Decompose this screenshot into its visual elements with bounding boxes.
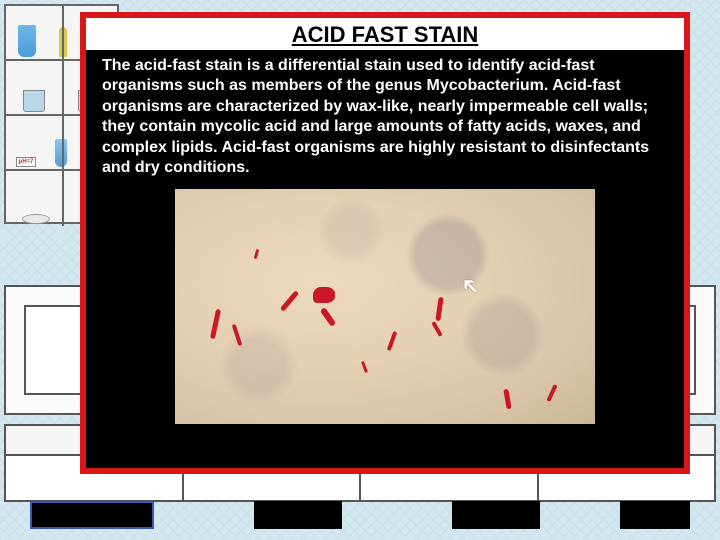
beaker-icon — [23, 90, 45, 112]
ph-label: pH=7 — [16, 157, 37, 167]
nav-button-4[interactable] — [620, 501, 690, 529]
bacillus-icon — [435, 297, 443, 321]
bottom-nav — [0, 498, 720, 532]
bacillus-icon — [361, 361, 368, 373]
bacillus-icon — [546, 384, 557, 402]
card-title: ACID FAST STAIN — [86, 18, 684, 50]
bacillus-icon — [254, 249, 259, 259]
bacillus-icon — [320, 307, 336, 327]
nav-button-2[interactable] — [254, 501, 342, 529]
bacillus-icon — [210, 309, 221, 339]
bacillus-icon — [387, 331, 398, 351]
microscope-image: ➔ — [175, 189, 595, 424]
bacillus-icon — [503, 389, 511, 410]
info-card: ACID FAST STAIN The acid-fast stain is a… — [80, 12, 690, 474]
bacillus-icon — [313, 287, 335, 303]
nav-button-3[interactable] — [452, 501, 540, 529]
bacillus-icon — [280, 290, 299, 312]
bacillus-icon — [431, 321, 442, 337]
bacillus-icon — [232, 324, 243, 346]
card-body: The acid-fast stain is a differential st… — [98, 56, 672, 179]
flask-icon — [18, 25, 36, 57]
dish-icon — [22, 214, 50, 224]
arrow-icon: ➔ — [455, 270, 486, 301]
nav-button-1[interactable] — [30, 501, 154, 529]
